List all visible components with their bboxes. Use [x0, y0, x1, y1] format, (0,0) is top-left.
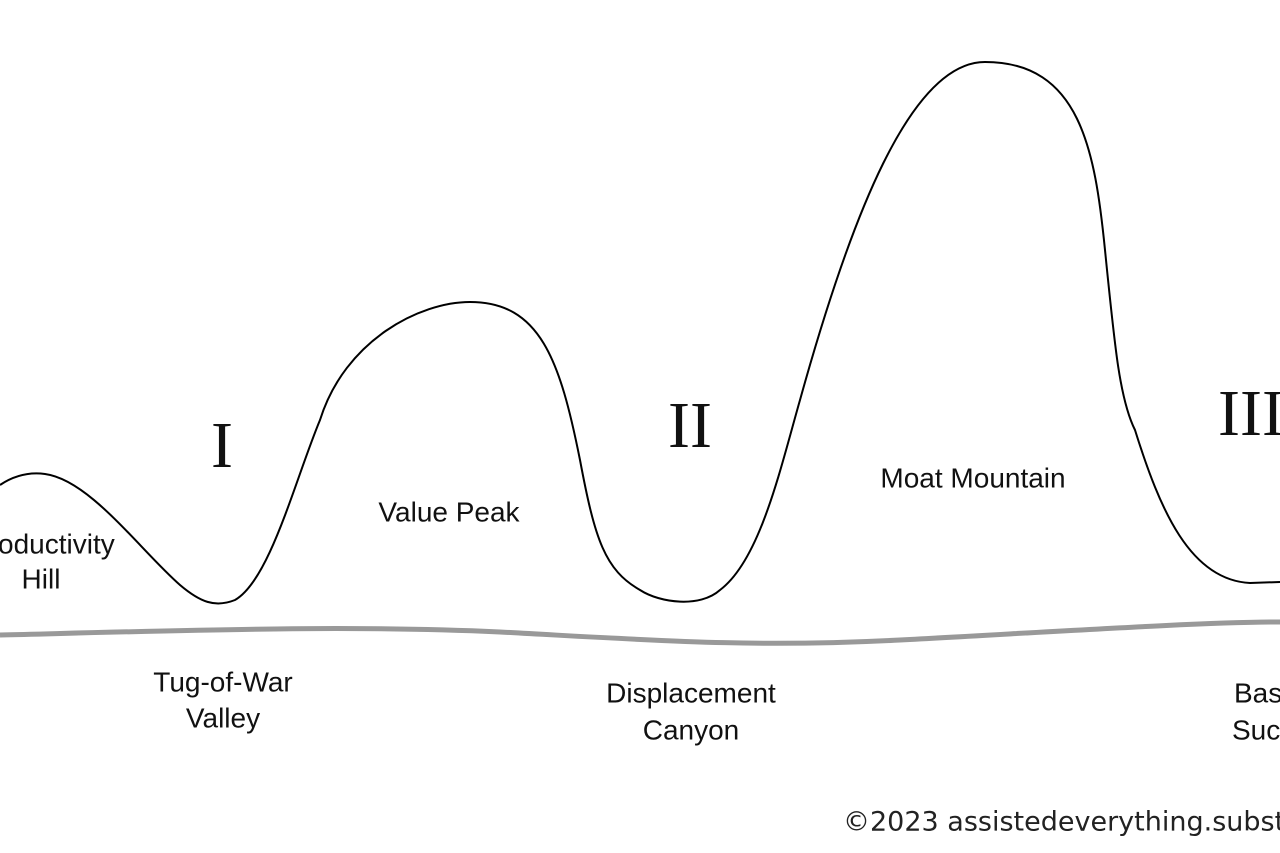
- ground-line: [0, 619, 1280, 646]
- phase-label: III: [1218, 377, 1280, 450]
- phase-label: I: [211, 409, 233, 482]
- valley-label: Tug-of-War: [153, 666, 293, 697]
- terrain-curve: [0, 60, 1280, 605]
- peak-label: Hill: [22, 563, 61, 594]
- valley-label: Valley: [186, 702, 260, 733]
- valley-label: Canyon: [643, 714, 740, 745]
- valley-label: Displacement: [606, 677, 776, 708]
- valley-label: Bas: [1234, 677, 1280, 708]
- phase-label: II: [668, 389, 712, 462]
- peak-label: Moat Mountain: [880, 462, 1065, 493]
- copyright: ©2023 assistedeverything.subst: [843, 807, 1280, 838]
- peak-label: oductivity: [0, 528, 115, 559]
- valley-label: Suc: [1232, 714, 1280, 745]
- peak-label: Value Peak: [378, 496, 520, 527]
